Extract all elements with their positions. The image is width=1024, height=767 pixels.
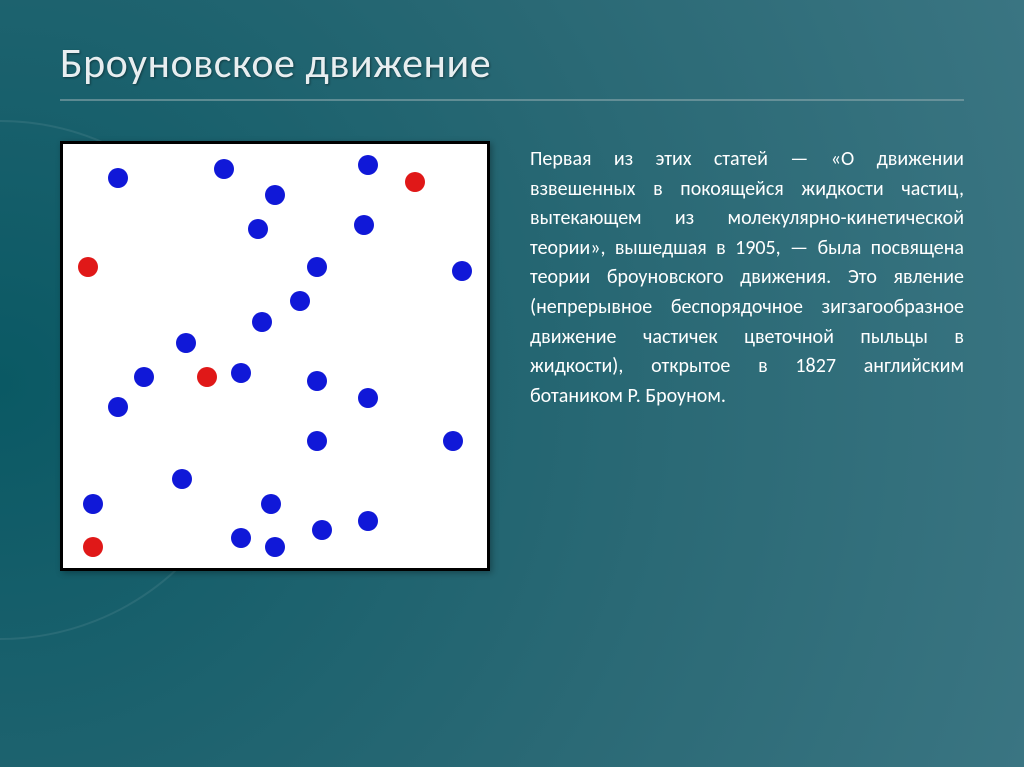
slide-title: Броуновское движение — [60, 38, 964, 89]
brownian-motion-figure — [60, 141, 490, 571]
slide: Броуновское движение Первая из этих стат… — [0, 0, 1024, 767]
blue-particle — [307, 431, 327, 451]
blue-particle — [354, 215, 374, 235]
blue-particle — [176, 333, 196, 353]
blue-particle — [265, 185, 285, 205]
blue-particle — [83, 494, 103, 514]
blue-particle — [172, 469, 192, 489]
blue-particle — [312, 520, 332, 540]
blue-particle — [290, 291, 310, 311]
blue-particle — [358, 155, 378, 175]
red-particle — [197, 367, 217, 387]
blue-particle — [108, 397, 128, 417]
blue-particle — [252, 312, 272, 332]
red-particle — [83, 537, 103, 557]
blue-particle — [307, 257, 327, 277]
blue-particle — [265, 537, 285, 557]
blue-particle — [108, 168, 128, 188]
red-particle — [405, 172, 425, 192]
blue-particle — [443, 431, 463, 451]
blue-particle — [261, 494, 281, 514]
text-column: Первая из этих статей — «О движении взве… — [530, 141, 964, 571]
blue-particle — [358, 511, 378, 531]
blue-particle — [358, 388, 378, 408]
blue-particle — [307, 371, 327, 391]
blue-particle — [248, 219, 268, 239]
title-underline — [60, 99, 964, 101]
blue-particle — [452, 261, 472, 281]
red-particle — [78, 257, 98, 277]
blue-particle — [231, 528, 251, 548]
blue-particle — [134, 367, 154, 387]
body-paragraph: Первая из этих статей — «О движении взве… — [530, 145, 964, 411]
content-row: Первая из этих статей — «О движении взве… — [60, 141, 964, 571]
figure-column — [60, 141, 490, 571]
blue-particle — [214, 159, 234, 179]
blue-particle — [231, 363, 251, 383]
